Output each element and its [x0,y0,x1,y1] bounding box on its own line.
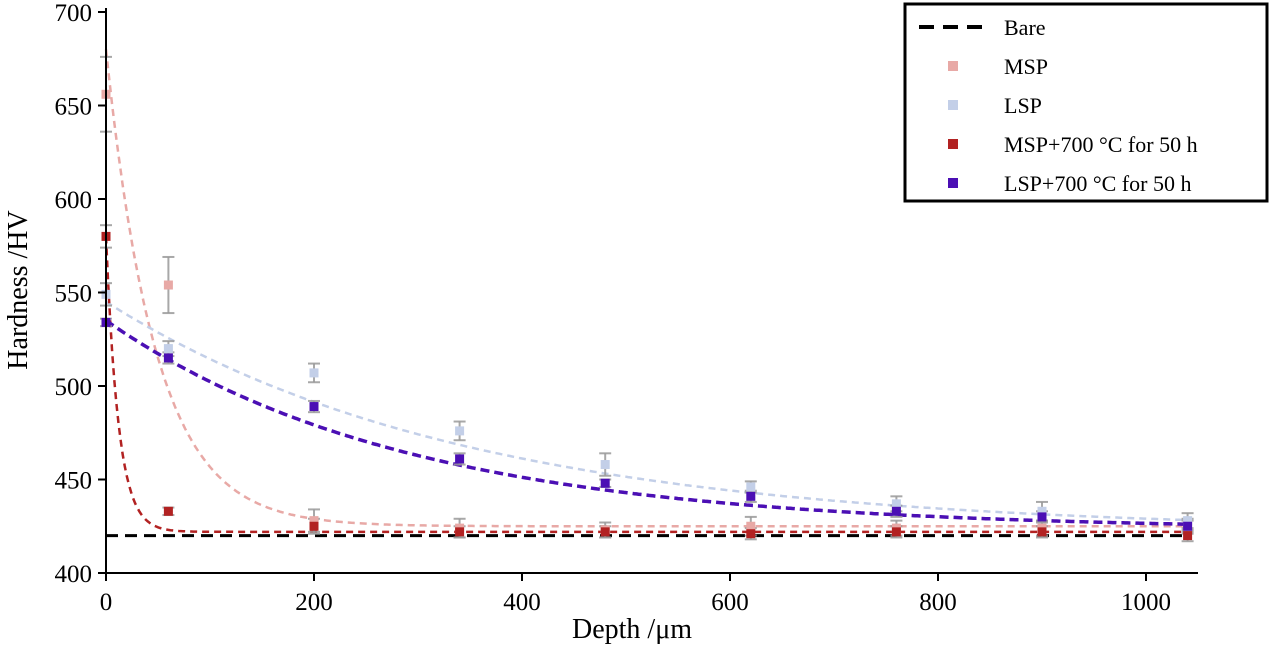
x-tick-label: 0 [100,589,113,616]
legend-swatch-msp [948,61,958,71]
marker-lsp [309,368,319,378]
y-tick-label: 500 [55,374,93,401]
marker-msp-700-c-for-50-h [455,527,465,537]
marker-msp-700-c-for-50-h [163,506,173,516]
legend-swatch-lsp [948,100,958,110]
x-tick-label: 1000 [1121,589,1171,616]
marker-lsp-700-c-for-50-h [163,353,173,363]
marker-lsp-700-c-for-50-h [1183,521,1193,531]
x-tick-label: 200 [295,589,333,616]
y-axis-ticks: 400 450 500 550 600 650 700 [55,0,106,588]
legend-label-msp-700-c-for-50-h: MSP+700 °C for 50 h [1004,132,1198,157]
marker-lsp [163,344,173,354]
marker-msp-700-c-for-50-h [1037,527,1047,537]
marker-lsp [455,426,465,436]
marker-msp-700-c-for-50-h [891,527,901,537]
marker-msp [163,280,173,290]
marker-lsp-700-c-for-50-h [309,402,319,412]
legend-swatch-lsp-700-c-for-50-h [948,178,958,188]
y-tick-label: 550 [55,281,93,308]
y-tick-label: 700 [55,0,93,27]
marker-lsp-700-c-for-50-h [600,478,610,488]
marker-lsp [746,482,756,492]
marker-lsp-700-c-for-50-h [1037,512,1047,522]
legend: Bare MSP LSP MSP+700 °C for 50 h LSP+700 °C … [903,2,1269,203]
legend-box [903,2,1269,203]
marker-lsp-700-c-for-50-h [746,491,756,501]
x-tick-label: 600 [711,589,749,616]
legend-label-msp: MSP [1004,54,1048,79]
x-axis-title: Depth /μm [572,614,692,645]
marker-lsp [891,499,901,509]
x-tick-label: 800 [919,589,957,616]
legend-label-lsp-700-c-for-50-h: LSP+700 °C for 50 h [1004,171,1191,196]
y-tick-label: 600 [55,187,93,214]
marker-lsp [1183,516,1193,526]
legend-label-lsp: LSP [1004,93,1042,118]
y-tick-label: 650 [55,94,93,121]
marker-lsp [1037,506,1047,516]
x-tick-label: 400 [503,589,541,616]
x-axis-ticks: 0 200 400 600 800 1000 [100,573,1171,616]
fit-curve-msp-700-c-for-50-h [104,236,1188,534]
fit-curve-lsp-700-c-for-50-h [105,319,1188,526]
marker-msp-700-c-for-50-h [1183,531,1193,541]
legend-label-bare: Bare [1004,15,1046,40]
marker-lsp-700-c-for-50-h [455,454,465,464]
fit-curves [104,49,1188,538]
fit-curve-lsp [105,300,1188,522]
marker-msp-700-c-for-50-h [309,521,319,531]
y-axis-title: Hardness /HV [3,210,34,369]
marker-lsp-700-c-for-50-h [891,506,901,516]
marker-msp [309,516,319,526]
y-tick-label: 450 [55,468,93,495]
y-tick-label: 400 [55,561,93,588]
marker-msp-700-c-for-50-h [746,529,756,539]
marker-msp [746,521,756,531]
legend-swatch-msp-700-c-for-50-h [948,139,958,149]
marker-lsp [600,460,610,470]
marker-msp-700-c-for-50-h [600,527,610,537]
